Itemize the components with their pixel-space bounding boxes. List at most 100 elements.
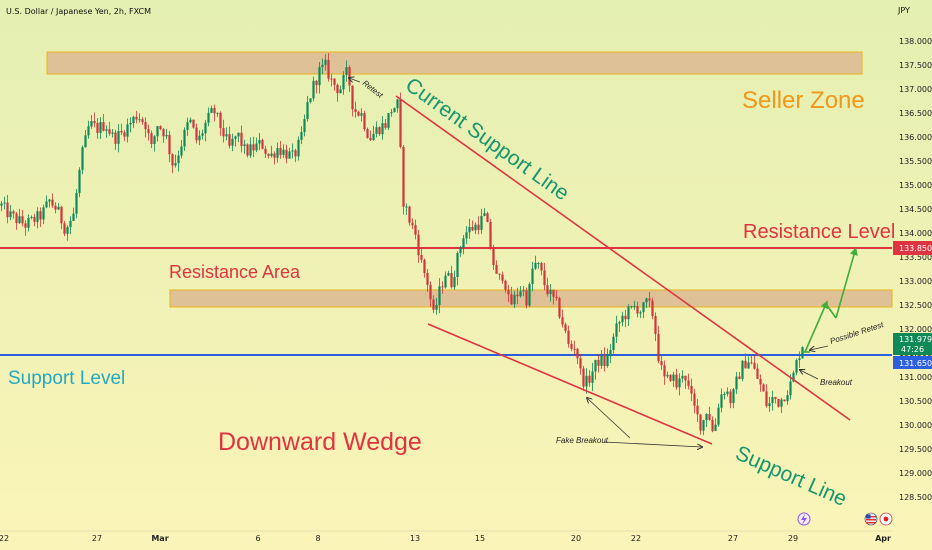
candle-body (261, 139, 264, 149)
candle-body (321, 64, 324, 68)
price-tick-label: 130.500 (899, 397, 932, 406)
resistance-area-box (169, 289, 893, 308)
candle-body (270, 153, 273, 156)
projection-arrow-down (825, 303, 837, 319)
candle-body (162, 129, 165, 137)
price-tick-label: 133.000 (899, 277, 932, 286)
candle-body (171, 154, 174, 166)
candle-body (360, 113, 363, 116)
candle-body (222, 128, 225, 137)
candle-body (219, 112, 222, 129)
candle-body (273, 153, 276, 158)
candle-body (612, 336, 615, 351)
candle-body (585, 375, 588, 387)
candle-body (18, 216, 21, 223)
candle-body (531, 268, 534, 285)
candle-body (759, 378, 762, 385)
candle-body (264, 148, 267, 154)
candle-body (3, 202, 6, 204)
candle-body (330, 78, 333, 80)
candle-body (327, 59, 330, 79)
candle-body (225, 134, 228, 137)
candle-body (201, 133, 204, 136)
candle-body (453, 277, 456, 288)
candle-body (174, 163, 177, 166)
us-flag-icon[interactable] (864, 512, 878, 526)
candle-body (783, 399, 786, 402)
resistance-price-text: 133.850 (899, 244, 932, 253)
candle-body (681, 375, 684, 379)
time-tick-label: 27 (728, 534, 738, 543)
candle-body (183, 129, 186, 147)
candle-body (654, 316, 657, 334)
time-tick-label: 20 (571, 534, 581, 543)
candle-body (723, 393, 726, 395)
candle-body (714, 424, 717, 431)
candle-body (405, 206, 408, 208)
candle-body (132, 116, 135, 123)
currency-label: JPY (897, 6, 910, 15)
time-tick-label: 22 (0, 534, 9, 543)
candle-body (102, 122, 105, 131)
candle-body (258, 139, 261, 144)
price-tick-label: 135.000 (899, 181, 932, 190)
jp-flag-icon[interactable] (879, 512, 893, 526)
candle-body (27, 218, 30, 228)
time-axis[interactable]: 22 27 Mar 6 8 13 15 20 22 27 29 Apr (0, 534, 891, 543)
support-price-text: 131.650 (899, 359, 932, 368)
seller-zone-label: Seller Zone (742, 87, 865, 114)
candle-body (252, 144, 255, 151)
candle-body (600, 355, 603, 366)
candle-body (660, 361, 663, 366)
candle-body (336, 84, 339, 94)
time-tick-label: 22 (631, 534, 641, 543)
price-tick-label: 136.000 (899, 133, 932, 142)
candle-body (717, 407, 720, 425)
candle-body (798, 358, 801, 361)
candle-body (738, 376, 741, 379)
candle-body (351, 85, 354, 110)
candle-body (411, 222, 414, 226)
fake-breakout-label: Fake Breakout (556, 436, 609, 445)
candle-body (384, 123, 387, 128)
candle-body (648, 298, 651, 301)
fake-breakout-pointer-1 (587, 398, 631, 439)
candle-body (153, 136, 156, 144)
candle-body (762, 384, 765, 392)
candle-body (711, 419, 714, 431)
candle-body (354, 109, 357, 112)
candle-body (789, 381, 792, 396)
fake-breakout-pointer-2 (603, 441, 702, 447)
candle-body (288, 151, 291, 159)
candle-body (792, 372, 795, 382)
candle-body (96, 123, 99, 133)
candle-body (186, 122, 189, 130)
candle-body (651, 300, 654, 317)
time-tick-label: 13 (410, 534, 420, 543)
candle-body (462, 238, 465, 249)
candle-body (375, 127, 378, 134)
candle-body (396, 99, 399, 109)
candle-body (678, 378, 681, 388)
price-tick-label: 136.500 (899, 109, 932, 118)
candle-body (756, 368, 759, 379)
lightning-event-icon[interactable] (797, 512, 811, 526)
candle-body (294, 150, 297, 157)
candle-body (150, 133, 153, 144)
time-tick-label: 8 (315, 534, 320, 543)
candle-body (471, 226, 474, 231)
candle-body (741, 360, 744, 379)
candle-body (60, 206, 63, 224)
candle-body (378, 127, 381, 135)
candle-body (498, 273, 501, 275)
candle-body (558, 298, 561, 318)
candle-body (480, 215, 483, 230)
current-support-trendline (395, 95, 851, 421)
candle-body (231, 138, 234, 146)
candle-body (39, 211, 42, 220)
candle-body (228, 134, 231, 146)
candle-body (561, 317, 564, 325)
candle-body (579, 358, 582, 369)
retest-pointer (349, 78, 361, 82)
